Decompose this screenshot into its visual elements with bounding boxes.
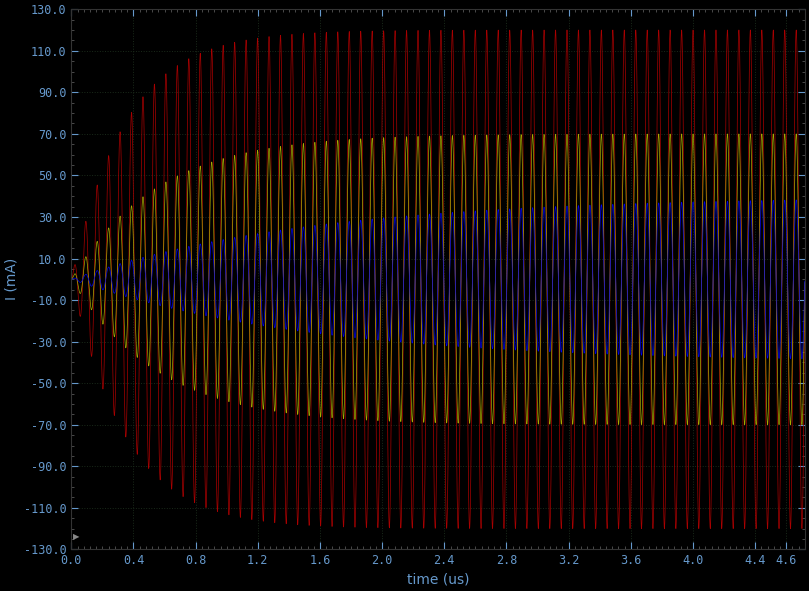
X-axis label: time (us): time (us) xyxy=(407,573,469,587)
Text: ▶: ▶ xyxy=(73,532,80,541)
Y-axis label: I (mA): I (mA) xyxy=(4,258,18,300)
